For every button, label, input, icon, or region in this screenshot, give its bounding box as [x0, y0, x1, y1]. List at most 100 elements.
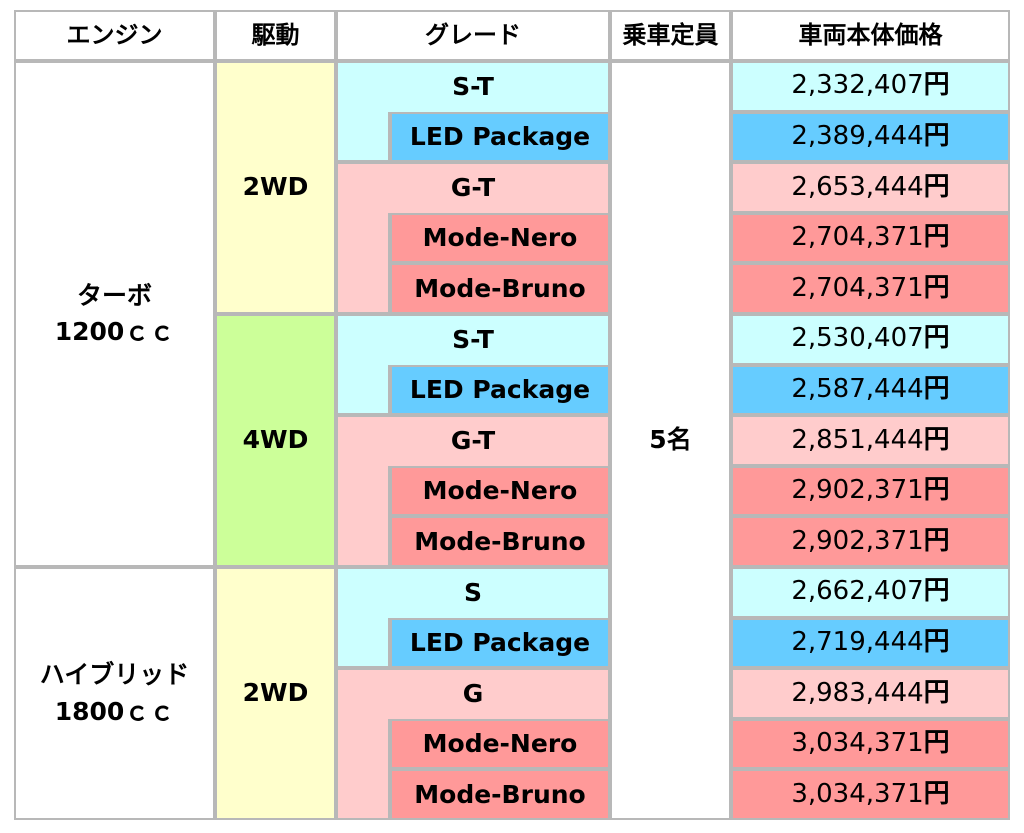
engine-cell: ターボ 1200ｃｃ	[14, 61, 215, 567]
yen-suffix: 円	[923, 374, 950, 405]
grade-cell: Mode-Nero	[390, 465, 610, 517]
price-value: 3,034,371	[791, 728, 924, 759]
grade-cell: G-T	[336, 162, 610, 213]
grade-label: S	[463, 578, 482, 608]
price-value: 2,662,407	[791, 576, 924, 607]
price-header: 車両本体価格	[731, 10, 1010, 61]
grade-cell: S-T	[336, 314, 610, 365]
price-cell: 2,902,371 円	[731, 465, 1010, 517]
grade-cell: G	[336, 668, 610, 719]
grade-indent	[336, 617, 390, 669]
yen-suffix: 円	[923, 323, 950, 354]
engine-header-label: エンジン	[66, 21, 163, 50]
price-value: 2,719,444	[791, 627, 924, 658]
grade-cell: G-T	[336, 415, 610, 466]
grade-indent	[336, 465, 390, 517]
grade-label: LED Package	[409, 121, 591, 151]
price-cell: 2,332,407 円	[731, 61, 1010, 112]
grade-label: Mode-Bruno	[414, 779, 586, 809]
grade-cell: LED Package	[390, 617, 610, 669]
price-cell: 2,902,371 円	[731, 516, 1010, 567]
grade-cell: S-T	[336, 61, 610, 112]
price-cell: 2,530,407 円	[731, 314, 1010, 365]
capacity-header-label: 乗車定員	[622, 21, 719, 50]
grade-cell: S	[336, 567, 610, 618]
grade-cell: Mode-Bruno	[390, 263, 610, 314]
capacity-label: 5名	[649, 425, 692, 455]
price-value: 3,034,371	[791, 778, 924, 809]
price-value: 2,851,444	[791, 424, 924, 455]
price-value: 2,983,444	[791, 677, 924, 708]
capacity-cell: 5名	[610, 61, 731, 820]
price-cell: 3,034,371 円	[731, 769, 1010, 820]
grade-label: G-T	[450, 173, 496, 203]
price-cell: 2,662,407 円	[731, 567, 1010, 618]
grade-label: Mode-Nero	[422, 222, 578, 252]
price-value: 2,530,407	[791, 323, 924, 354]
yen-suffix: 円	[923, 424, 950, 455]
grade-label: Mode-Nero	[422, 475, 578, 505]
grade-indent	[336, 516, 390, 567]
yen-suffix: 円	[923, 222, 950, 253]
drive-cell: 2WD	[215, 61, 336, 314]
engine-cell: ハイブリッド 1800ｃｃ	[14, 567, 215, 820]
price-value: 2,704,371	[791, 272, 924, 303]
grade-cell: LED Package	[390, 111, 610, 163]
grade-label: LED Package	[409, 374, 591, 404]
price-value: 2,389,444	[791, 121, 924, 152]
grade-label: Mode-Bruno	[414, 526, 586, 556]
yen-suffix: 円	[923, 272, 950, 303]
price-cell: 2,389,444 円	[731, 111, 1010, 163]
price-header-label: 車両本体価格	[798, 21, 943, 50]
grade-label: G	[462, 679, 484, 709]
grade-cell: LED Package	[390, 364, 610, 416]
price-cell: 2,704,371 円	[731, 263, 1010, 314]
drive-header-label: 駆動	[251, 21, 300, 50]
grade-cell: Mode-Nero	[390, 212, 610, 264]
yen-suffix: 円	[923, 475, 950, 506]
grade-label: Mode-Nero	[422, 728, 578, 758]
grade-indent	[336, 718, 390, 770]
grade-header: グレード	[336, 10, 610, 61]
yen-suffix: 円	[923, 70, 950, 101]
grade-indent	[336, 263, 390, 314]
drive-label: 2WD	[242, 172, 309, 202]
drive-label: 2WD	[242, 678, 309, 708]
price-cell: 2,983,444 円	[731, 668, 1010, 719]
price-cell: 3,034,371 円	[731, 718, 1010, 770]
grade-label: G-T	[450, 426, 496, 456]
grade-indent	[336, 769, 390, 820]
grade-header-label: グレード	[425, 21, 521, 50]
yen-suffix: 円	[923, 627, 950, 658]
grade-indent	[336, 111, 390, 163]
price-cell: 2,587,444 円	[731, 364, 1010, 416]
grade-cell: Mode-Bruno	[390, 516, 610, 567]
price-cell: 2,653,444 円	[731, 162, 1010, 213]
engine-label: ターボ 1200ｃｃ	[54, 280, 175, 346]
price-value: 2,332,407	[791, 70, 924, 101]
grade-label: S-T	[452, 72, 494, 102]
capacity-header: 乗車定員	[610, 10, 731, 61]
drive-header: 駆動	[215, 10, 336, 61]
grade-cell: Mode-Bruno	[390, 769, 610, 820]
price-cell: 2,704,371 円	[731, 212, 1010, 264]
engine-header: エンジン	[14, 10, 215, 61]
grade-label: S-T	[452, 325, 494, 355]
yen-suffix: 円	[923, 525, 950, 556]
grade-label: LED Package	[409, 627, 591, 657]
drive-cell: 2WD	[215, 567, 336, 820]
yen-suffix: 円	[923, 171, 950, 202]
yen-suffix: 円	[923, 728, 950, 759]
price-value: 2,587,444	[791, 374, 924, 405]
grade-indent	[336, 364, 390, 416]
grade-label: Mode-Bruno	[414, 273, 586, 303]
yen-suffix: 円	[923, 677, 950, 708]
yen-suffix: 円	[923, 121, 950, 152]
price-value: 2,902,371	[791, 475, 924, 506]
price-value: 2,704,371	[791, 222, 924, 253]
grade-indent	[336, 212, 390, 264]
drive-label: 4WD	[242, 425, 309, 455]
drive-cell: 4WD	[215, 314, 336, 567]
price-cell: 2,719,444 円	[731, 617, 1010, 669]
